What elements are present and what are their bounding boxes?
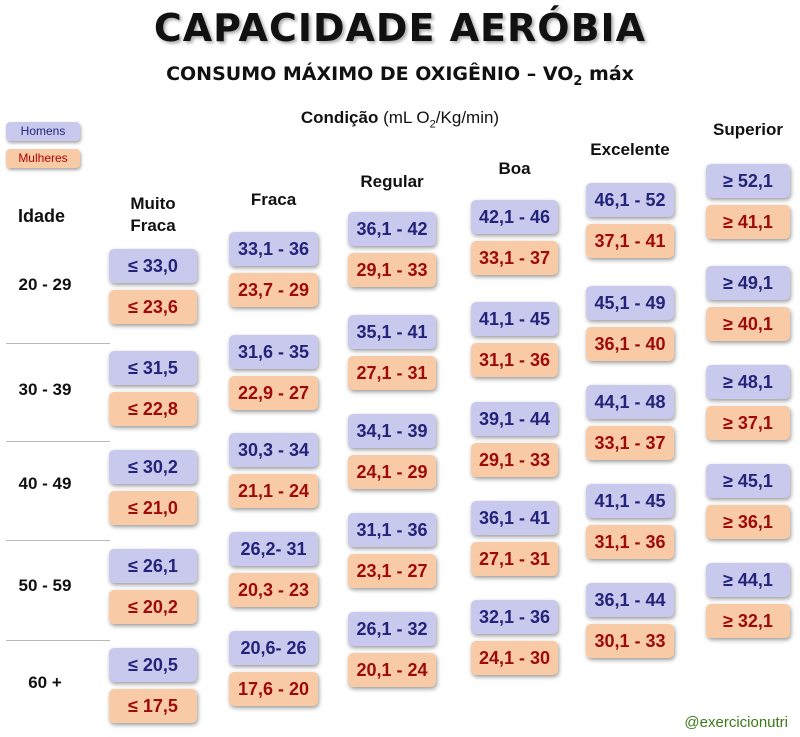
men-range-cell: 36,1 - 42 (348, 212, 436, 246)
women-range-cell: 33,1 - 37 (586, 426, 674, 460)
page-subtitle: CONSUMO MÁXIMO DE OXIGÊNIO – VO2 máx (0, 63, 800, 89)
men-range-cell: 45,1 - 49 (586, 286, 674, 320)
women-range-cell: 27,1 - 31 (348, 356, 436, 390)
women-range-cell: ≥ 37,1 (706, 406, 790, 440)
author-handle: @exercicionutri (684, 714, 788, 731)
subtitle-subscript: 2 (573, 73, 583, 89)
page-title: CAPACIDADE AERÓBIA (153, 6, 647, 50)
age-group-label: 20 - 29 (18, 275, 72, 294)
women-range-cell: ≥ 41,1 (706, 205, 790, 239)
row-divider (6, 540, 110, 541)
men-range-cell: 34,1 - 39 (348, 414, 436, 448)
age-group-label: 50 - 59 (18, 576, 72, 595)
women-range-cell: 17,6 - 20 (229, 672, 318, 706)
category-header: Excelente (590, 140, 670, 159)
men-range-cell: ≤ 26,1 (109, 549, 197, 583)
women-range-cell: 37,1 - 41 (586, 224, 674, 258)
legend-women: Mulheres (6, 149, 80, 168)
age-group-label: 30 - 39 (18, 380, 72, 399)
women-range-cell: ≤ 21,0 (109, 491, 197, 525)
condition-unit-sub: 2 (429, 118, 436, 131)
women-range-cell: ≤ 20,2 (109, 590, 197, 624)
men-range-cell: 41,1 - 45 (471, 302, 558, 336)
men-range-cell: 31,1 - 36 (348, 513, 436, 547)
women-range-cell: ≥ 40,1 (706, 307, 790, 341)
men-range-cell: 46,1 - 52 (586, 183, 674, 217)
women-range-cell: 23,7 - 29 (229, 273, 318, 307)
women-range-cell: 24,1 - 30 (471, 641, 558, 675)
category-header: Fraca (250, 190, 297, 209)
women-range-cell: 29,1 - 33 (348, 253, 436, 287)
age-header: Idade (18, 206, 66, 226)
men-range-cell: 20,6- 26 (229, 631, 318, 665)
condition-unit-pre: (mL O (378, 108, 430, 127)
women-range-cell: ≤ 22,8 (109, 392, 197, 426)
women-range-cell: ≤ 23,6 (109, 290, 197, 324)
men-range-cell: 41,1 - 45 (586, 484, 674, 518)
category-header: Regular (360, 172, 424, 191)
women-range-cell: ≥ 36,1 (706, 505, 790, 539)
men-range-cell: 44,1 - 48 (586, 385, 674, 419)
row-divider (6, 640, 110, 641)
women-range-cell: 21,1 - 24 (229, 474, 318, 508)
men-range-cell: 36,1 - 41 (471, 501, 558, 535)
men-range-cell: ≥ 45,1 (706, 464, 790, 498)
condition-caption: Condição (mL O2/Kg/min) (0, 108, 800, 130)
age-group-label: 60 + (28, 673, 62, 692)
men-range-cell: ≥ 48,1 (706, 365, 790, 399)
legend-men: Homens (6, 122, 80, 141)
men-range-cell: 33,1 - 36 (229, 232, 318, 266)
category-header: Boa (498, 159, 531, 178)
men-range-cell: 39,1 - 44 (471, 402, 558, 436)
subtitle-main: CONSUMO MÁXIMO DE OXIGÊNIO – VO (166, 63, 574, 85)
women-range-cell: 20,1 - 24 (348, 653, 436, 687)
category-header: Muito Fraca (130, 194, 176, 235)
men-range-cell: ≥ 44,1 (706, 563, 790, 597)
subtitle-tail: máx (582, 63, 634, 85)
women-range-cell: 22,9 - 27 (229, 376, 318, 410)
women-range-cell: 27,1 - 31 (471, 542, 558, 576)
men-range-cell: 26,1 - 32 (348, 612, 436, 646)
men-range-cell: 31,6 - 35 (229, 335, 318, 369)
men-range-cell: ≤ 30,2 (109, 450, 197, 484)
women-range-cell: ≥ 32,1 (706, 604, 790, 638)
women-range-cell: 23,1 - 27 (348, 554, 436, 588)
women-range-cell: 31,1 - 36 (471, 343, 558, 377)
men-range-cell: ≤ 33,0 (109, 249, 197, 283)
women-range-cell: 33,1 - 37 (471, 241, 558, 275)
women-range-cell: 31,1 - 36 (586, 525, 674, 559)
row-divider (6, 343, 110, 344)
men-range-cell: 35,1 - 41 (348, 315, 436, 349)
condition-label: Condição (300, 108, 379, 127)
row-divider (6, 441, 110, 442)
women-range-cell: 30,1 - 33 (586, 624, 674, 658)
men-range-cell: 32,1 - 36 (471, 600, 558, 634)
men-range-cell: ≥ 52,1 (706, 164, 790, 198)
category-header: Superior (713, 120, 783, 139)
men-range-cell: ≤ 31,5 (109, 351, 197, 385)
women-range-cell: 29,1 - 33 (471, 443, 558, 477)
women-range-cell: 20,3 - 23 (229, 573, 318, 607)
men-range-cell: ≤ 20,5 (109, 648, 197, 682)
men-range-cell: 36,1 - 44 (586, 583, 674, 617)
men-range-cell: 42,1 - 46 (471, 200, 558, 234)
women-range-cell: ≤ 17,5 (109, 689, 197, 723)
women-range-cell: 24,1 - 29 (348, 455, 436, 489)
age-group-label: 40 - 49 (18, 474, 72, 493)
women-range-cell: 36,1 - 40 (586, 327, 674, 361)
condition-unit-post: /Kg/min) (435, 108, 500, 127)
men-range-cell: 30,3 - 34 (229, 433, 318, 467)
men-range-cell: 26,2- 31 (229, 532, 318, 566)
men-range-cell: ≥ 49,1 (706, 266, 790, 300)
